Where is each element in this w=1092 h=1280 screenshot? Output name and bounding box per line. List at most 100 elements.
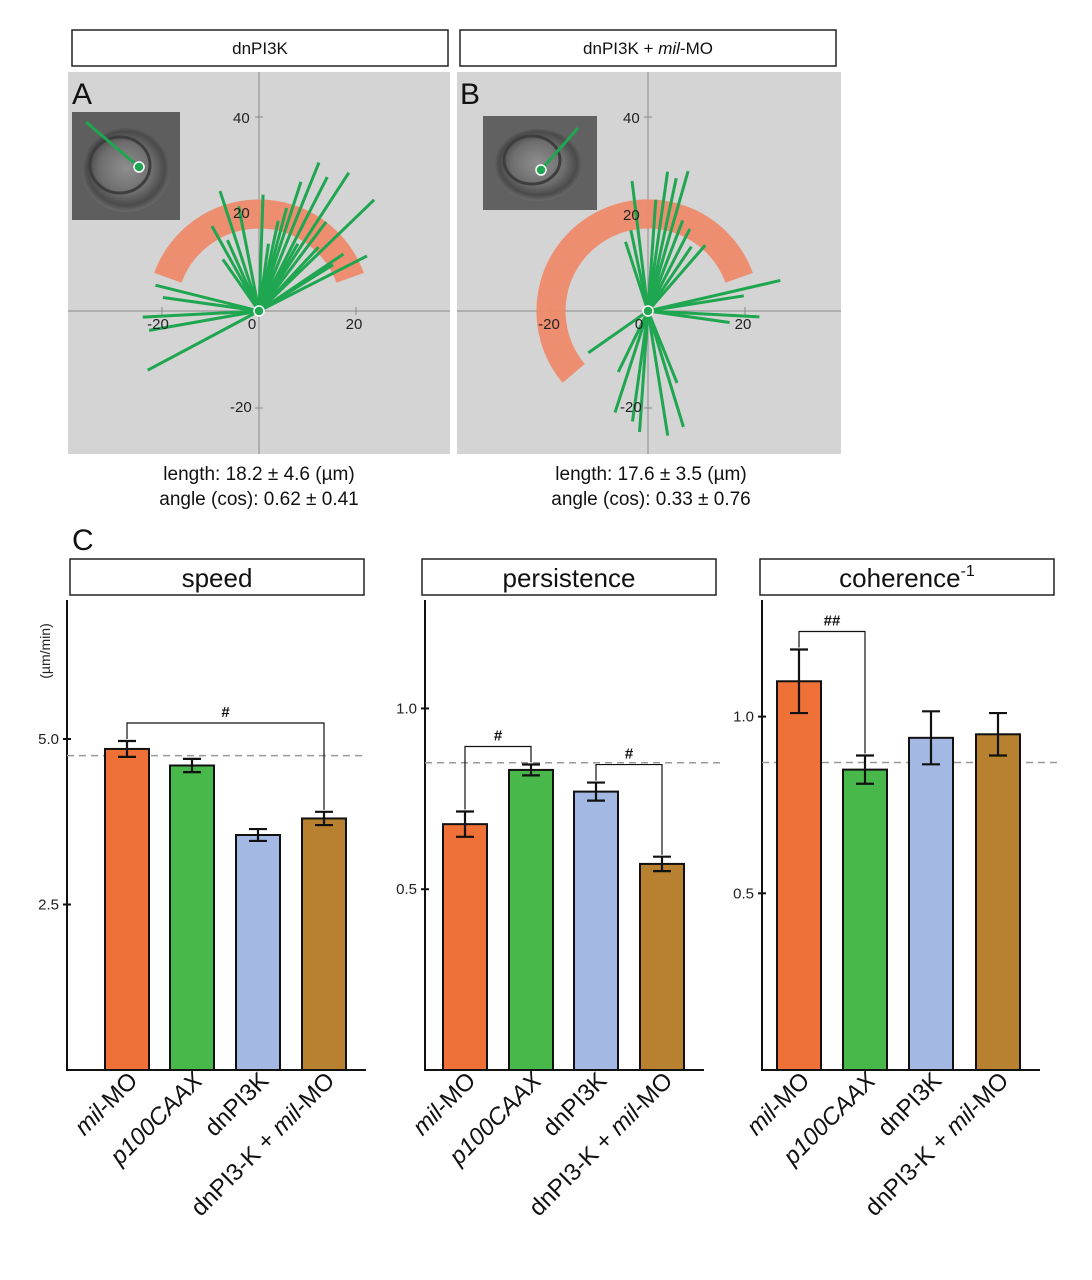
- migration-vector: [257, 162, 321, 312]
- bar-1: [776, 680, 822, 1071]
- migration-vector: [624, 241, 650, 312]
- migration-vector: [646, 228, 692, 312]
- migration-vector: [148, 309, 260, 332]
- migration-vector: [646, 171, 670, 312]
- y-tick-label: 1.0: [396, 700, 417, 717]
- bar-chart-3: coherence-10.51.0##mil-MOp100CAAXdnPI3Kd…: [733, 558, 1062, 1222]
- migration-vector: [257, 221, 328, 312]
- panel-c-letter: C: [72, 524, 94, 557]
- migration-vector: [258, 263, 334, 313]
- bar-chart-title-box: [421, 558, 717, 596]
- migration-vector: [646, 219, 685, 312]
- migration-vector: [218, 190, 261, 312]
- migration-vector: [257, 243, 300, 312]
- significance-label: #: [494, 728, 503, 745]
- panel-b-y-tick-bottom: -20: [620, 399, 642, 416]
- panel-b-title: dnPI3K + mil-MO: [583, 39, 713, 58]
- panel-b-y-tick-top: 40: [623, 110, 640, 127]
- migration-vector: [647, 309, 730, 324]
- migration-vector: [162, 296, 260, 313]
- bar-chart-title: speed: [182, 563, 253, 593]
- y-tick-label: 5.0: [38, 731, 59, 748]
- migration-vector: [587, 309, 649, 354]
- significance-bracket: [464, 745, 532, 810]
- migration-vector: [646, 199, 658, 312]
- panel-a-vector-plot: [68, 72, 450, 454]
- panel-a-y-tick-mid: 20: [233, 205, 250, 222]
- panel-a-y-tick-top: 40: [233, 110, 250, 127]
- y-tick-label: 1.0: [733, 709, 754, 726]
- migration-vector: [646, 310, 685, 428]
- panel-a-length-stat: length: 18.2 ± 4.6 (µm): [163, 464, 354, 485]
- panel-b-inset-cell-image: [483, 116, 597, 210]
- bar-chart-title: persistence: [503, 563, 636, 593]
- bar-chart-title-box: [69, 558, 365, 596]
- panel-a-title-box: [71, 29, 449, 67]
- migration-vector: [257, 198, 376, 313]
- migration-vector: [647, 294, 745, 313]
- panel-b-y-tick-mid: 20: [623, 207, 640, 224]
- significance-bracket: [126, 722, 325, 810]
- y-tick-label: 2.5: [38, 897, 59, 914]
- y-tick-label: 0.5: [396, 881, 417, 898]
- panel-a-x-tick-right: 20: [346, 316, 363, 333]
- panel-a-inset-cell-image: [72, 112, 180, 220]
- panel-b-angle-stat: angle (cos): 0.33 ± 0.76: [551, 489, 751, 510]
- migration-vector: [237, 205, 261, 312]
- migration-vector: [155, 283, 260, 313]
- migration-vector: [257, 220, 280, 312]
- migration-vector: [646, 245, 693, 312]
- migration-vector: [221, 258, 261, 312]
- vector-origin-dot: [642, 305, 654, 317]
- panel-b-x-tick-left: -20: [538, 316, 560, 333]
- y-axis-label: (µm/min): [37, 623, 53, 679]
- vector-origin-dot: [253, 305, 265, 317]
- migration-vector: [210, 225, 261, 312]
- migration-vector: [630, 180, 650, 312]
- migration-vector: [257, 194, 265, 312]
- migration-vector: [647, 309, 760, 319]
- bar-1: [442, 823, 488, 1072]
- panel-b-letter: B: [460, 78, 480, 111]
- bar-2: [169, 764, 215, 1072]
- migration-vector: [146, 309, 260, 372]
- panel-c-bar-charts: speed(µm/min)2.55.0#mil-MOp100CAAXdnPI3K…: [37, 558, 1062, 1222]
- panel-a-x-tick-left: -20: [147, 316, 169, 333]
- panel-a-y-tick-bottom: -20: [230, 399, 252, 416]
- panel-a-letter: A: [72, 78, 92, 111]
- migration-vector: [142, 309, 260, 319]
- panel-b-polar-plot: dnPI3K + mil-MO B -20 0 20 40 20 -20 len…: [457, 29, 841, 510]
- panel-a-title: dnPI3K: [232, 39, 288, 58]
- bar-4: [639, 862, 685, 1072]
- migration-vector: [646, 310, 670, 436]
- panel-a-x-tick-zero: 0: [248, 316, 256, 333]
- significance-bracket: [798, 630, 866, 754]
- migration-vector: [647, 278, 781, 313]
- migration-vector: [646, 310, 679, 384]
- migration-vector: [613, 310, 650, 413]
- panel-b-length-stat: length: 17.6 ± 3.5 (µm): [555, 464, 746, 485]
- bar-4: [975, 733, 1021, 1071]
- significance-label: #: [221, 704, 230, 721]
- significance-bracket: [595, 763, 663, 855]
- migration-vector: [646, 177, 678, 312]
- bar-4: [301, 817, 347, 1071]
- migration-vector: [258, 254, 368, 313]
- panel-b-x-tick-zero: 0: [635, 316, 643, 333]
- panel-a-polar-plot: dnPI3K A -20 0 20 40 20 -20 length: 18.2…: [68, 29, 450, 510]
- panel-a-angle-stat: angle (cos): 0.62 ± 0.41: [159, 489, 359, 510]
- panel-b-x-tick-right: 20: [735, 316, 752, 333]
- migration-vector: [646, 170, 690, 312]
- angular-range-arc: [154, 199, 364, 284]
- significance-label: #: [625, 746, 634, 763]
- bar-1: [104, 747, 150, 1071]
- bar-chart-1: speed(µm/min)2.55.0#mil-MOp100CAAXdnPI3K…: [37, 558, 367, 1222]
- migration-vector: [646, 244, 707, 312]
- y-tick-label: 0.5: [733, 885, 754, 902]
- migration-vector: [616, 310, 650, 373]
- bar-2: [508, 768, 554, 1072]
- bar-3: [908, 736, 954, 1071]
- angular-range-arc: [536, 199, 753, 383]
- panel-b-vector-plot: [457, 72, 841, 454]
